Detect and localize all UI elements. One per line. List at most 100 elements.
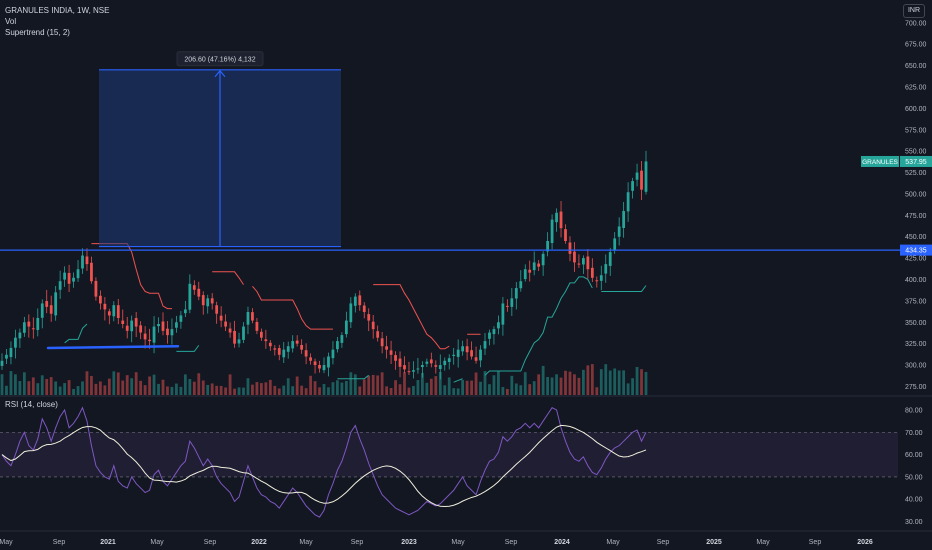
candle-body: [179, 315, 183, 322]
candle-body: [22, 322, 26, 333]
candle-body: [273, 348, 277, 350]
candle-body: [492, 329, 496, 335]
candle-body: [398, 358, 402, 367]
currency-button[interactable]: INR: [903, 4, 925, 18]
volume-bar: [318, 387, 321, 395]
candle-body: [85, 256, 89, 265]
candle-body: [461, 346, 465, 352]
chart-legend: GRANULES INDIA, 1W, NSE Vol Supertrend (…: [5, 5, 109, 38]
rsi-tick-label: 70.00: [905, 430, 923, 437]
candle-body: [143, 333, 147, 340]
volume-bar: [555, 374, 558, 395]
price-tick-label: 625.00: [905, 85, 927, 92]
rsi-tick-label: 60.00: [905, 452, 923, 459]
measure-label-box: [176, 51, 264, 67]
supertrend-down-line: [252, 286, 333, 330]
candle-body: [412, 370, 415, 372]
time-tick-label: 2026: [857, 539, 873, 546]
volume-bar: [166, 386, 169, 395]
volume-bar: [479, 381, 482, 395]
volume-bar: [389, 387, 393, 395]
volume-bar: [143, 385, 147, 395]
candle-body: [228, 328, 232, 333]
candle-body: [300, 344, 304, 350]
volume-bar: [425, 382, 429, 395]
volume-bar: [170, 386, 174, 395]
volume-bar: [36, 383, 40, 395]
volume-bar: [72, 388, 75, 395]
rsi-tick-label: 40.00: [905, 497, 923, 504]
candle-body: [291, 341, 295, 349]
volume-bar: [528, 384, 532, 395]
volume-bar: [107, 378, 111, 395]
supertrend-up-line: [601, 285, 647, 292]
volume-bar: [559, 377, 563, 395]
candle-body: [260, 331, 263, 338]
candle-body: [327, 356, 330, 368]
time-axis: May Sep 2021 May Sep 2022 May Sep 2023 May Sep 2024…: [0, 539, 873, 546]
candle-body: [434, 365, 438, 367]
volume-bar: [27, 381, 31, 395]
candle-body: [501, 303, 505, 325]
volume-bar: [161, 379, 165, 395]
price-tick-label: 375.00: [905, 298, 927, 305]
volume-bar: [349, 372, 353, 395]
candle-body: [94, 280, 98, 297]
candle-body: [456, 349, 460, 357]
volume-bar: [175, 383, 178, 395]
candle-body: [523, 269, 527, 280]
volume-bar: [179, 386, 183, 395]
volume-bar: [474, 372, 478, 395]
volume-bar: [523, 372, 527, 395]
candle-body: [644, 161, 648, 192]
volume-bar: [434, 376, 438, 395]
volume-bar: [416, 380, 420, 395]
volume-bar: [456, 388, 460, 395]
volume-bar: [514, 383, 518, 395]
volume-bar: [564, 370, 567, 395]
candle-body: [103, 303, 107, 310]
volume-bar: [233, 388, 236, 395]
volume-bar: [54, 381, 58, 395]
volume-bar: [385, 386, 388, 395]
candle-body: [546, 241, 549, 252]
measure-label-text: 206.60 (47.16%) 4,132: [184, 56, 255, 63]
volume-indicator-label[interactable]: Vol: [5, 17, 17, 26]
symbol-title[interactable]: GRANULES INDIA, 1W, NSE: [5, 6, 110, 15]
rsi-indicator-label[interactable]: RSI (14, close): [5, 400, 58, 409]
volume-bar: [260, 383, 263, 395]
price-tick-label: 550.00: [905, 149, 927, 156]
price-axis: 275.00 300.00 325.00 350.00 375.00 400.00 425.…: [905, 20, 927, 391]
candle-body: [573, 251, 576, 263]
volume-bar: [22, 372, 26, 395]
candle-body: [537, 263, 541, 267]
volume-bar: [497, 371, 500, 395]
candle-body: [349, 303, 353, 323]
volume-bar: [461, 380, 465, 395]
volume-bar: [617, 370, 621, 395]
volume-bar: [67, 380, 71, 395]
price-tick-label: 700.00: [905, 20, 927, 27]
volume-bar: [49, 377, 53, 395]
candle-body: [452, 354, 456, 356]
candle-body: [192, 285, 196, 290]
volume-bar: [608, 370, 612, 395]
volume-bar: [412, 386, 415, 395]
candle-body: [54, 292, 58, 316]
volume-bar: [197, 373, 201, 395]
candle-body: [371, 321, 375, 330]
volume-bar: [353, 374, 357, 395]
volume-bar: [327, 387, 330, 395]
supertrend-indicator-label[interactable]: Supertrend (15, 2): [5, 28, 70, 37]
time-tick-label: May: [756, 539, 770, 546]
candle-body: [555, 212, 558, 223]
volume-bar: [121, 380, 125, 395]
supertrend-up-line: [176, 345, 200, 352]
volume-bar: [251, 384, 254, 395]
volume-bar: [380, 372, 384, 395]
volume-bar: [264, 382, 268, 395]
candle-body: [215, 305, 219, 314]
candle-body: [640, 170, 643, 190]
